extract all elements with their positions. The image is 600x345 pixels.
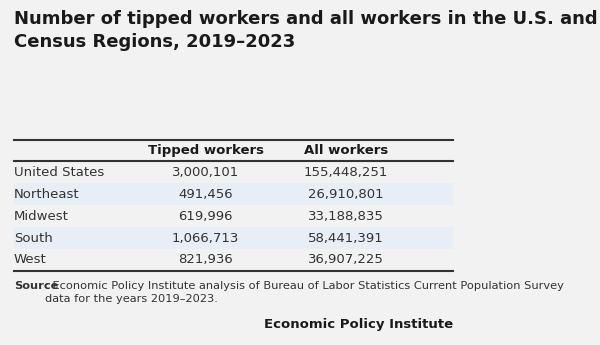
Text: Tipped workers: Tipped workers	[148, 144, 263, 157]
Text: 33,188,835: 33,188,835	[308, 210, 384, 223]
Text: 26,910,801: 26,910,801	[308, 188, 384, 201]
Text: South: South	[14, 231, 53, 245]
Text: : Economic Policy Institute analysis of Bureau of Labor Statistics Current Popul: : Economic Policy Institute analysis of …	[45, 281, 564, 304]
Text: 36,907,225: 36,907,225	[308, 253, 384, 266]
Bar	[14, 184, 454, 205]
Text: West: West	[14, 253, 47, 266]
Text: Northeast: Northeast	[14, 188, 80, 201]
Text: All workers: All workers	[304, 144, 388, 157]
Text: 1,066,713: 1,066,713	[172, 231, 239, 245]
Text: 3,000,101: 3,000,101	[172, 166, 239, 179]
Text: 155,448,251: 155,448,251	[304, 166, 388, 179]
Bar	[14, 227, 454, 249]
Text: Economic Policy Institute: Economic Policy Institute	[264, 318, 454, 331]
Text: United States: United States	[14, 166, 104, 179]
Text: 491,456: 491,456	[178, 188, 233, 201]
Text: Number of tipped workers and all workers in the U.S. and
Census Regions, 2019–20: Number of tipped workers and all workers…	[14, 10, 598, 51]
Text: Source: Source	[14, 281, 58, 291]
Text: 619,996: 619,996	[178, 210, 233, 223]
Text: 821,936: 821,936	[178, 253, 233, 266]
Text: 58,441,391: 58,441,391	[308, 231, 384, 245]
Text: Midwest: Midwest	[14, 210, 69, 223]
